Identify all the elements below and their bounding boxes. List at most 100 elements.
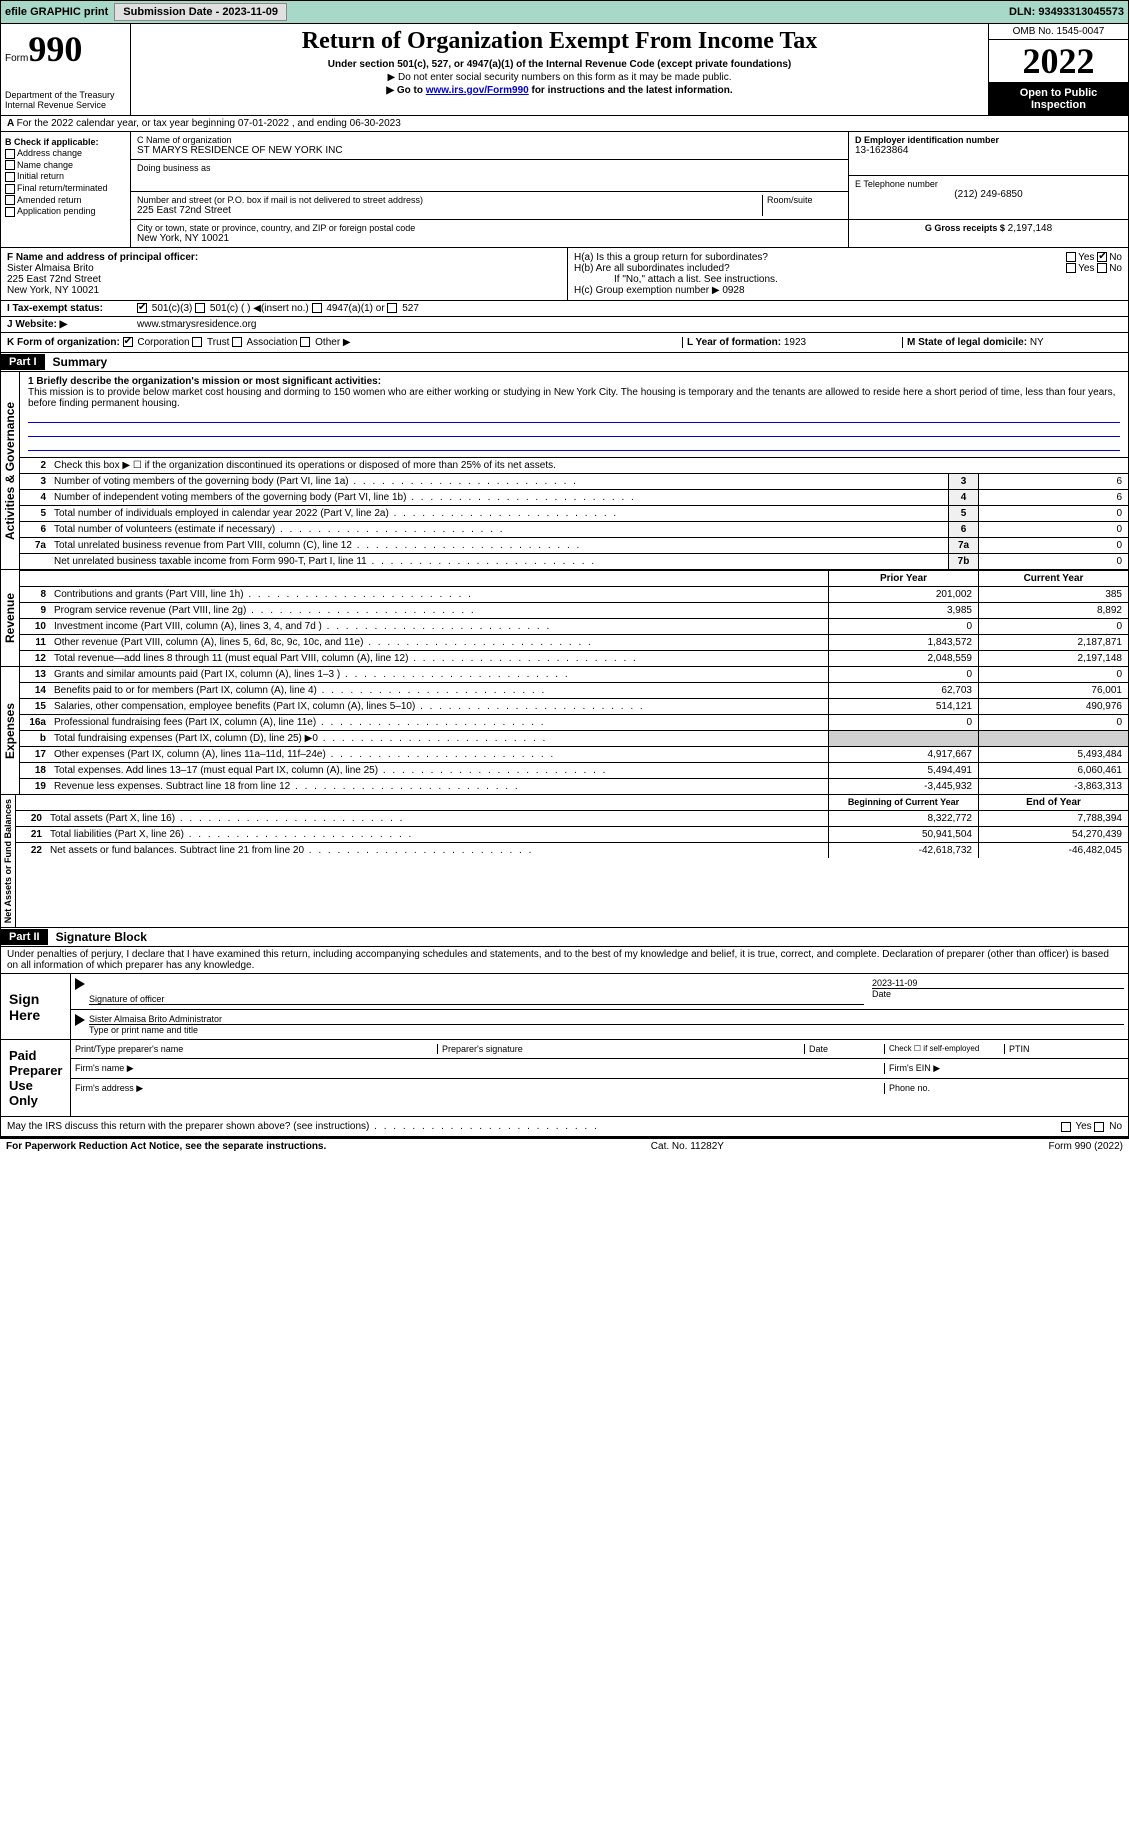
declaration-text: Under penalties of perjury, I declare th… xyxy=(0,947,1129,974)
data-line: 9 Program service revenue (Part VIII, li… xyxy=(20,603,1128,619)
data-line: 19 Revenue less expenses. Subtract line … xyxy=(20,779,1128,794)
cb-4947[interactable] xyxy=(312,303,322,313)
summary-governance: Activities & Governance 1 Briefly descri… xyxy=(0,372,1129,570)
sig-officer-label: Signature of officer xyxy=(89,994,164,1004)
summary-revenue: Revenue Prior Year Current Year 8 Contri… xyxy=(0,570,1129,667)
prep-date-label: Date xyxy=(804,1044,884,1054)
website-label: J Website: ▶ xyxy=(7,319,137,330)
discuss-text: May the IRS discuss this return with the… xyxy=(7,1121,599,1132)
part1-badge: Part I xyxy=(1,354,45,370)
date-label: Date xyxy=(872,988,1124,999)
ein-label: D Employer identification number xyxy=(855,135,1122,145)
form-subtitle: Under section 501(c), 527, or 4947(a)(1)… xyxy=(139,59,980,70)
data-line: b Total fundraising expenses (Part IX, c… xyxy=(20,731,1128,747)
self-emp-label: Check ☐ if self-employed xyxy=(884,1044,1004,1054)
firm-ein-label: Firm's EIN ▶ xyxy=(884,1063,1124,1074)
gov-line: 5 Total number of individuals employed i… xyxy=(20,506,1128,522)
cb-corp[interactable] xyxy=(123,337,133,347)
addr-label: Number and street (or P.O. box if mail i… xyxy=(137,195,762,205)
top-bar: efile GRAPHIC print Submission Date - 20… xyxy=(0,0,1129,24)
goto-post: for instructions and the latest informat… xyxy=(529,85,733,96)
cb-501c3[interactable] xyxy=(137,303,147,313)
officer-name: Sister Almaisa Brito xyxy=(7,263,561,274)
goto-pre: ▶ Go to xyxy=(386,85,425,96)
form-title: Return of Organization Exempt From Incom… xyxy=(139,28,980,55)
mission-blank-line xyxy=(28,425,1120,437)
part2-badge: Part II xyxy=(1,929,48,945)
cb-initial[interactable] xyxy=(5,172,15,182)
sign-here-block: Sign Here Signature of officer 2023-11-0… xyxy=(0,974,1129,1040)
gross-label: G Gross receipts $ xyxy=(925,223,1005,233)
cb-pending[interactable] xyxy=(5,207,15,217)
phone-value: (212) 249-6850 xyxy=(855,189,1122,200)
cb-527[interactable] xyxy=(387,303,397,313)
footer-left: For Paperwork Reduction Act Notice, see … xyxy=(6,1141,326,1152)
gov-line: Net unrelated business taxable income fr… xyxy=(20,554,1128,569)
submission-date-button[interactable]: Submission Date - 2023-11-09 xyxy=(114,3,287,21)
part1-title: Summary xyxy=(45,353,116,371)
ha-label: H(a) Is this a group return for subordin… xyxy=(574,252,768,263)
cb-address[interactable] xyxy=(5,149,15,159)
cb-amended[interactable] xyxy=(5,195,15,205)
data-line: 12 Total revenue—add lines 8 through 11 … xyxy=(20,651,1128,666)
year-form-label: L Year of formation: xyxy=(687,337,781,348)
arrow-icon xyxy=(75,978,85,990)
cb-other[interactable] xyxy=(300,337,310,347)
form-word: Form xyxy=(5,53,28,64)
city-state-zip: New York, NY 10021 xyxy=(137,233,842,244)
firm-addr-label: Firm's address ▶ xyxy=(75,1083,884,1094)
ssn-note: ▶ Do not enter social security numbers o… xyxy=(139,72,980,83)
street-address: 225 East 72nd Street xyxy=(137,205,762,216)
data-line: 14 Benefits paid to or for members (Part… xyxy=(20,683,1128,699)
firm-phone-label: Phone no. xyxy=(884,1083,1124,1094)
hb-no[interactable] xyxy=(1097,263,1107,273)
typed-name: Sister Almaisa Brito Administrator xyxy=(89,1014,1124,1024)
row-j: J Website: ▶ www.stmarysresidence.org xyxy=(0,317,1129,333)
org-name: ST MARYS RESIDENCE OF NEW YORK INC xyxy=(137,145,842,156)
paid-preparer-block: Paid Preparer Use Only Print/Type prepar… xyxy=(0,1040,1129,1117)
hb-yes[interactable] xyxy=(1066,263,1076,273)
typed-label: Type or print name and title xyxy=(89,1024,1124,1035)
state-dom-val: NY xyxy=(1030,337,1044,348)
paid-prep-label: Paid Preparer Use Only xyxy=(1,1040,71,1116)
hc-value: 0928 xyxy=(722,285,744,296)
form-org-label: K Form of organization: xyxy=(7,337,120,348)
discuss-no[interactable] xyxy=(1094,1122,1104,1132)
data-line: 15 Salaries, other compensation, employe… xyxy=(20,699,1128,715)
officer-row: F Name and address of principal officer:… xyxy=(0,248,1129,301)
phone-label: E Telephone number xyxy=(855,179,1122,189)
section-a: A For the 2022 calendar year, or tax yea… xyxy=(0,116,1129,132)
state-dom-label: M State of legal domicile: xyxy=(907,337,1027,348)
line2-text: Check this box ▶ ☐ if the organization d… xyxy=(50,458,1128,473)
dln-label: DLN: xyxy=(1009,6,1035,18)
efile-label: efile GRAPHIC print xyxy=(5,6,108,18)
ptin-label: PTIN xyxy=(1004,1044,1124,1054)
hb-label: H(b) Are all subordinates included? xyxy=(574,263,730,274)
omb-number: OMB No. 1545-0047 xyxy=(989,24,1128,40)
sig-date: 2023-11-09 xyxy=(872,978,1124,988)
cb-name[interactable] xyxy=(5,160,15,170)
data-line: 11 Other revenue (Part VIII, column (A),… xyxy=(20,635,1128,651)
irs-label: Internal Revenue Service xyxy=(5,100,126,110)
cb-trust[interactable] xyxy=(192,337,202,347)
cb-501c[interactable] xyxy=(195,303,205,313)
col-d: D Employer identification number 13-1623… xyxy=(848,132,1128,247)
ha-no[interactable] xyxy=(1097,252,1107,262)
summary-netassets: Net Assets or Fund Balances Beginning of… xyxy=(0,795,1129,928)
data-line: 17 Other expenses (Part IX, column (A), … xyxy=(20,747,1128,763)
cb-final[interactable] xyxy=(5,184,15,194)
dept-treasury: Department of the Treasury xyxy=(5,90,126,100)
irs-link[interactable]: www.irs.gov/Form990 xyxy=(426,85,529,96)
discuss-yes[interactable] xyxy=(1061,1122,1071,1132)
part1-header-row: Part I Summary xyxy=(0,353,1129,372)
ha-yes[interactable] xyxy=(1066,252,1076,262)
data-line: 16a Professional fundraising fees (Part … xyxy=(20,715,1128,731)
dln-value: 93493313045573 xyxy=(1038,6,1124,18)
data-line: 22 Net assets or fund balances. Subtract… xyxy=(16,843,1128,858)
cb-assoc[interactable] xyxy=(232,337,242,347)
row-i: I Tax-exempt status: 501(c)(3) 501(c) ( … xyxy=(0,301,1129,317)
col-b-header: B Check if applicable: xyxy=(5,137,126,147)
prep-name-label: Print/Type preparer's name xyxy=(75,1044,437,1054)
open-inspection: Open to Public Inspection xyxy=(989,83,1128,115)
gov-line: 7a Total unrelated business revenue from… xyxy=(20,538,1128,554)
